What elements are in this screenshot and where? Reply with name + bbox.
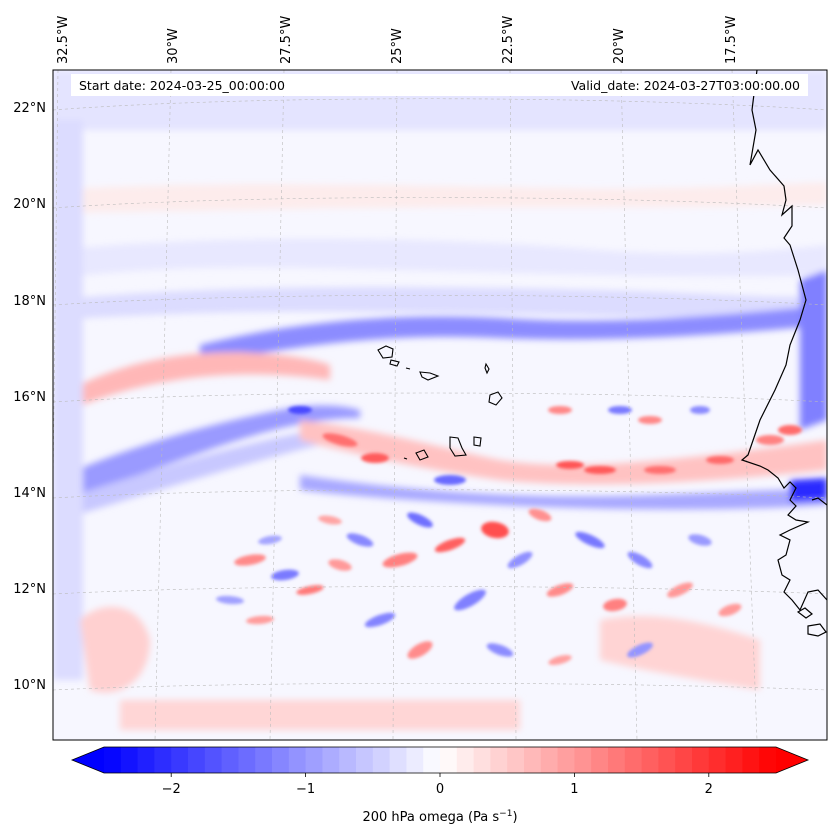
colorbar-label-main: 200 hPa omega (Pa s — [362, 810, 499, 825]
colorbar-band — [406, 747, 424, 773]
colorbar-band — [272, 747, 290, 773]
colorbar-band — [692, 747, 710, 773]
lat-label: 12°N — [13, 582, 46, 597]
longitude-labels: 32.5°W 30°W 27.5°W 25°W 22.5°W 20°W 17.5… — [56, 16, 739, 64]
colorbar-band — [104, 747, 122, 773]
colorbar-label-sup: −1 — [499, 809, 512, 819]
colorbar-band — [255, 747, 273, 773]
lat-label: 22°N — [13, 101, 46, 116]
colorbar-band — [137, 747, 155, 773]
colorbar-band — [675, 747, 693, 773]
colorbar-band — [456, 747, 475, 773]
colorbar-label-end: ) — [512, 810, 517, 825]
colorbar-band — [322, 747, 340, 773]
colorbar-band — [708, 747, 727, 773]
colorbar-tick-label: −2 — [162, 782, 181, 797]
colorbar-band — [188, 747, 206, 773]
colorbar-band — [658, 747, 676, 773]
lon-label: 20°W — [612, 28, 627, 64]
colorbar-band — [540, 747, 559, 773]
colorbar-band — [423, 747, 441, 773]
lon-label: 22.5°W — [501, 16, 516, 64]
colorbar-band — [288, 747, 307, 773]
colorbar-ticks — [170, 773, 710, 777]
lon-label: 27.5°W — [279, 16, 294, 64]
colorbar-outline — [70, 746, 810, 774]
colorbar-band — [154, 747, 172, 773]
colorbar-tick-label: −1 — [296, 782, 315, 797]
colorbar-band — [574, 747, 592, 773]
colorbar-band — [591, 747, 609, 773]
colorbar-band — [490, 747, 508, 773]
colorbar-band — [507, 747, 525, 773]
colorbar-band — [204, 747, 223, 773]
lat-label: 10°N — [13, 678, 46, 693]
colorbar-band — [120, 747, 139, 773]
colorbar-band — [742, 747, 760, 773]
colorbar-tick-label: 1 — [570, 782, 578, 797]
map-frame — [52, 69, 828, 741]
colorbar: −2 −1 0 1 2 200 hPa omega (Pa s−1) — [70, 746, 810, 825]
lon-label: 25°W — [390, 28, 405, 64]
graticule — [53, 70, 827, 740]
colorbar-band — [339, 747, 357, 773]
lon-label: 30°W — [166, 28, 181, 64]
colorbar-band — [238, 747, 256, 773]
islands — [377, 345, 503, 461]
convective-features — [216, 406, 802, 665]
colorbar-band — [440, 747, 458, 773]
colorbar-extend-min — [72, 747, 104, 773]
colorbar-band — [524, 747, 542, 773]
coastline — [740, 70, 827, 637]
colorbar-tick-label: 2 — [705, 782, 713, 797]
colorbar-bands — [72, 747, 808, 773]
start-date: Start date: 2024-03-25_00:00:00 — [79, 78, 285, 93]
colorbar-band — [372, 747, 391, 773]
lat-label: 20°N — [13, 197, 46, 212]
colorbar-band — [171, 747, 189, 773]
colorbar-band — [557, 747, 575, 773]
valid-date: Valid_date: 2024-03-27T03:00:00.00 — [571, 78, 800, 93]
colorbar-band — [305, 747, 323, 773]
colorbar-label: 200 hPa omega (Pa s−1) — [362, 809, 517, 825]
colorbar-band — [608, 747, 626, 773]
lat-label: 14°N — [13, 486, 46, 501]
colorbar-band — [725, 747, 743, 773]
lon-label: 17.5°W — [724, 16, 739, 64]
lat-label: 18°N — [13, 294, 46, 309]
omega-field — [53, 70, 827, 740]
latitude-labels: 22°N 20°N 18°N 16°N 14°N 12°N 10°N — [13, 101, 46, 693]
lon-label: 32.5°W — [56, 16, 71, 64]
colorbar-band — [759, 747, 777, 773]
colorbar-band — [624, 747, 643, 773]
colorbar-tick-label: 0 — [436, 782, 444, 797]
colorbar-band — [221, 747, 239, 773]
colorbar-band — [473, 747, 491, 773]
colorbar-band — [356, 747, 374, 773]
date-header — [71, 74, 808, 96]
lat-label: 16°N — [13, 390, 46, 405]
colorbar-extend-max — [776, 747, 808, 773]
colorbar-band — [389, 747, 407, 773]
colorbar-band — [641, 747, 659, 773]
